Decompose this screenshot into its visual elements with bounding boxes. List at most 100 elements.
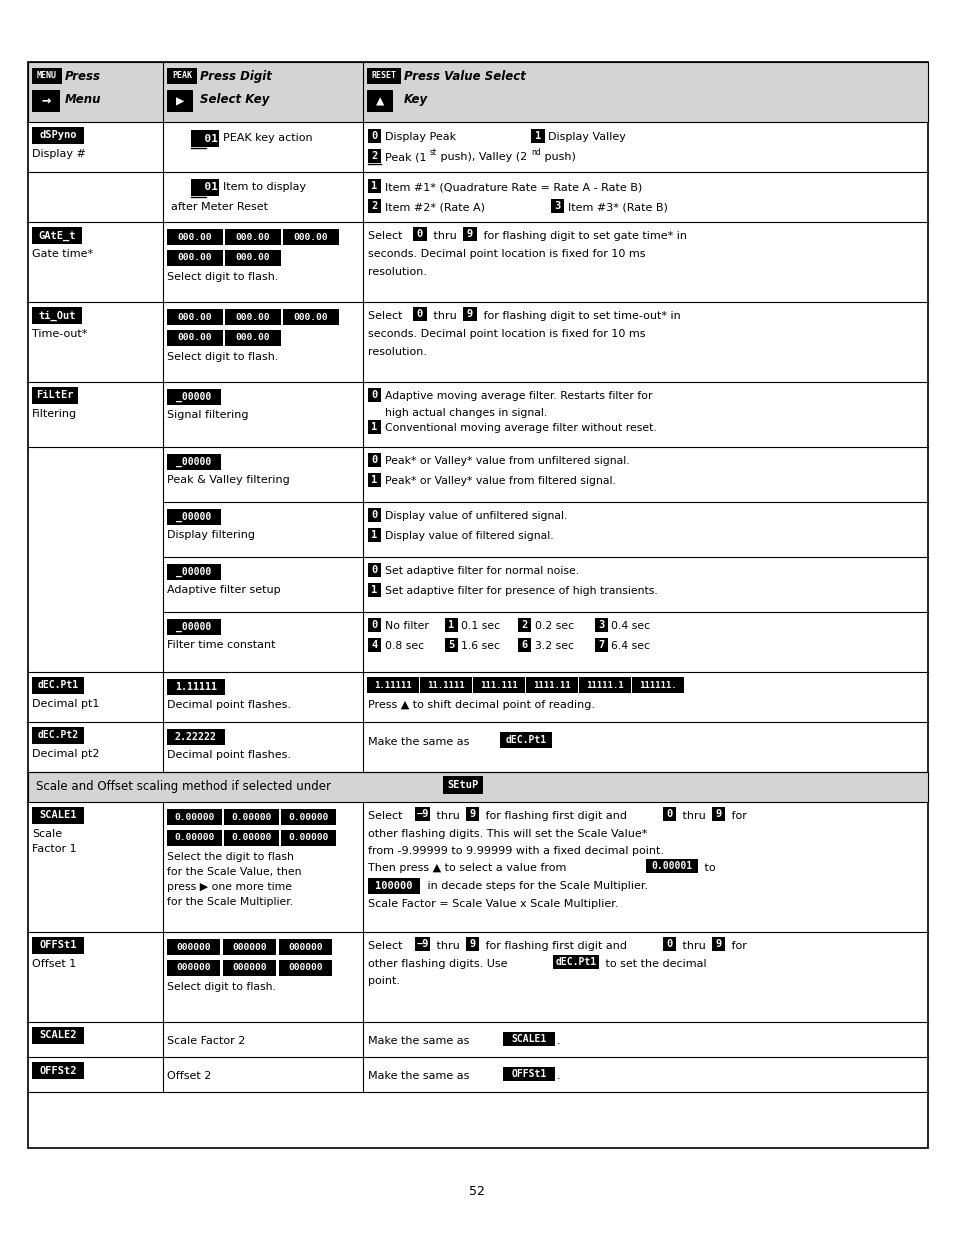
Text: Press: Press xyxy=(65,70,101,83)
Text: for flashing digit to set gate time* in: for flashing digit to set gate time* in xyxy=(479,231,686,241)
Bar xyxy=(662,937,676,951)
Text: 111111.: 111111. xyxy=(639,680,676,689)
Bar xyxy=(167,228,223,245)
Bar xyxy=(167,330,223,346)
Text: Peak & Valley filtering: Peak & Valley filtering xyxy=(167,475,290,485)
Text: 0: 0 xyxy=(416,228,423,240)
Text: Select the digit to flash: Select the digit to flash xyxy=(167,852,294,862)
Text: SEtuP: SEtuP xyxy=(447,781,478,790)
Text: 0.00000: 0.00000 xyxy=(174,813,214,821)
Text: Decimal pt1: Decimal pt1 xyxy=(32,699,99,709)
Text: 000000: 000000 xyxy=(176,942,211,951)
Text: 0.00001: 0.00001 xyxy=(651,861,692,871)
Bar xyxy=(367,677,418,693)
Text: _00000: _00000 xyxy=(176,457,212,467)
Bar xyxy=(167,830,222,846)
Text: Peak* or Valley* value from unfiltered signal.: Peak* or Valley* value from unfiltered s… xyxy=(385,456,629,466)
Text: 01: 01 xyxy=(192,133,218,143)
Text: Display Valley: Display Valley xyxy=(547,132,625,142)
Bar xyxy=(415,806,430,821)
Bar xyxy=(32,1062,84,1079)
Text: Item #3* (Rate B): Item #3* (Rate B) xyxy=(567,203,667,212)
Text: SCALE1: SCALE1 xyxy=(511,1034,546,1044)
Text: dEC.Pt2: dEC.Pt2 xyxy=(37,730,78,741)
Text: dEC.Pt1: dEC.Pt1 xyxy=(505,735,546,745)
Bar xyxy=(281,809,335,825)
Text: 000000: 000000 xyxy=(288,942,322,951)
Text: 1: 1 xyxy=(371,182,377,191)
Bar xyxy=(368,453,380,467)
Text: other flashing digits. This will set the Scale Value*: other flashing digits. This will set the… xyxy=(368,829,647,839)
Text: Conventional moving average filter without reset.: Conventional moving average filter witho… xyxy=(385,424,656,433)
Text: SCALE2: SCALE2 xyxy=(39,1030,76,1041)
Text: Adaptive moving average filter. Restarts filter for: Adaptive moving average filter. Restarts… xyxy=(385,391,652,401)
Bar xyxy=(32,68,62,84)
Bar xyxy=(444,618,457,632)
Text: Scale Factor 2: Scale Factor 2 xyxy=(167,1036,245,1046)
Text: 0: 0 xyxy=(666,809,672,819)
Text: 000.00: 000.00 xyxy=(294,232,328,242)
Text: _00000: _00000 xyxy=(176,622,212,632)
Text: 3: 3 xyxy=(598,620,604,630)
Text: dSPyno: dSPyno xyxy=(39,131,76,141)
Text: →: → xyxy=(41,94,51,109)
Bar xyxy=(415,937,430,951)
Bar xyxy=(368,179,380,193)
Text: 0.8 sec: 0.8 sec xyxy=(385,641,424,651)
Text: 3: 3 xyxy=(554,201,560,211)
Bar xyxy=(367,68,400,84)
Bar xyxy=(32,937,84,953)
Bar xyxy=(368,128,380,143)
Text: 2: 2 xyxy=(521,620,527,630)
Text: Scale: Scale xyxy=(32,829,62,839)
Bar xyxy=(551,199,563,212)
Text: 4: 4 xyxy=(371,640,377,650)
Text: Menu: Menu xyxy=(65,93,101,106)
Bar xyxy=(517,618,531,632)
Text: Set adaptive filter for normal noise.: Set adaptive filter for normal noise. xyxy=(385,566,578,576)
Bar xyxy=(278,960,332,976)
Text: thru: thru xyxy=(430,311,459,321)
Bar xyxy=(473,677,524,693)
Text: thru: thru xyxy=(433,811,463,821)
Text: Factor 1: Factor 1 xyxy=(32,844,76,853)
Text: 0: 0 xyxy=(416,309,423,319)
Text: 3.2 sec: 3.2 sec xyxy=(535,641,574,651)
Text: _00000: _00000 xyxy=(176,567,212,577)
Text: 0.1 sec: 0.1 sec xyxy=(460,621,499,631)
Bar xyxy=(167,309,223,325)
Bar xyxy=(711,937,724,951)
Bar xyxy=(368,420,380,433)
Bar xyxy=(167,249,223,266)
Text: 000000: 000000 xyxy=(288,963,322,972)
Text: 0.00000: 0.00000 xyxy=(174,834,214,842)
Text: SCALE1: SCALE1 xyxy=(39,810,76,820)
Text: 01: 01 xyxy=(192,183,218,193)
Text: to: to xyxy=(700,863,715,873)
Text: 000.00: 000.00 xyxy=(235,232,270,242)
Bar xyxy=(283,309,338,325)
Text: 0: 0 xyxy=(371,564,377,576)
Text: PEAK: PEAK xyxy=(172,72,192,80)
Text: Signal filtering: Signal filtering xyxy=(167,410,248,420)
Text: Decimal pt2: Decimal pt2 xyxy=(32,748,99,760)
Text: ti_Out: ti_Out xyxy=(38,310,75,321)
Text: for flashing first digit and: for flashing first digit and xyxy=(481,941,630,951)
Bar xyxy=(368,529,380,542)
Bar xyxy=(278,939,332,955)
Bar xyxy=(167,809,222,825)
Text: 0: 0 xyxy=(371,620,377,630)
Text: 0.00000: 0.00000 xyxy=(288,834,328,842)
Text: Item #2* (Rate A): Item #2* (Rate A) xyxy=(385,203,484,212)
Text: 1: 1 xyxy=(371,585,377,595)
Text: Decimal point flashes.: Decimal point flashes. xyxy=(167,700,291,710)
Bar xyxy=(167,729,225,745)
Bar xyxy=(224,809,278,825)
Text: 100000: 100000 xyxy=(375,881,413,890)
Text: from -9.99999 to 9.99999 with a fixed decimal point.: from -9.99999 to 9.99999 with a fixed de… xyxy=(368,846,663,856)
Text: 000.00: 000.00 xyxy=(235,253,270,263)
Bar xyxy=(502,1032,555,1046)
Text: push): push) xyxy=(540,152,576,162)
Text: Select: Select xyxy=(368,311,406,321)
Text: after Meter Reset: after Meter Reset xyxy=(171,203,268,212)
